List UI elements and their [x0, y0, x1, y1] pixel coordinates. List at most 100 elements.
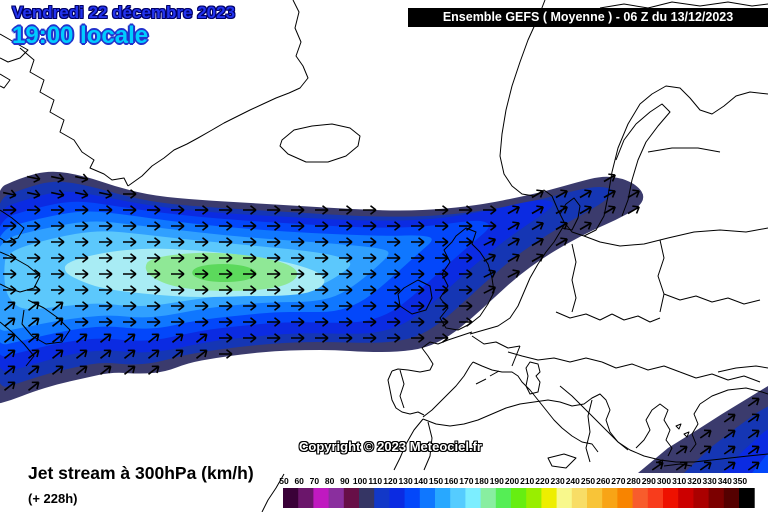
wind-arrow	[3, 221, 17, 231]
wind-arrow	[411, 301, 425, 311]
wind-arrow	[3, 301, 16, 311]
wind-arrow	[3, 253, 17, 263]
coastline-baffin-2	[0, 73, 11, 89]
wind-arrow	[291, 301, 305, 311]
wind-arrow	[435, 253, 449, 263]
wind-arrow	[531, 221, 544, 231]
wind-arrow	[267, 317, 281, 327]
wind-arrow	[435, 317, 449, 327]
wind-arrow	[507, 253, 520, 263]
wind-arrow	[363, 333, 377, 343]
wind-arrow	[483, 221, 497, 231]
wind-arrow	[435, 221, 449, 231]
coastline-crete	[663, 463, 693, 467]
wind-arrow	[459, 317, 473, 327]
wind-arrow	[747, 397, 760, 407]
wind-arrow	[363, 269, 377, 279]
coastline-border-2	[507, 351, 603, 363]
wind-arrow	[507, 221, 520, 231]
wind-arrow	[26, 189, 41, 199]
wind-arrow	[339, 205, 353, 215]
legend-label-240: 240	[566, 476, 580, 486]
wind-arrow	[363, 301, 377, 311]
legend-swatch-90	[343, 488, 360, 508]
wind-arrow	[147, 285, 161, 295]
wind-arrow	[291, 333, 305, 343]
wind-arrow	[51, 365, 64, 375]
wind-arrow	[3, 333, 16, 343]
wind-arrow	[147, 253, 161, 263]
wind-arrow	[51, 221, 65, 231]
coastline-algeria-tunisia-border	[585, 399, 593, 463]
wind-arrow	[50, 189, 65, 199]
wind-arrow	[51, 269, 65, 279]
legend-swatch-230	[556, 488, 573, 508]
wind-arrow	[699, 429, 712, 439]
wind-arrow	[51, 205, 65, 215]
wind-arrow	[603, 205, 616, 215]
wind-arrow	[195, 269, 209, 279]
wind-arrow	[411, 221, 425, 231]
legend-label-350: 350	[733, 476, 747, 486]
wind-arrow	[147, 333, 160, 343]
legend-swatch-70	[313, 488, 330, 508]
legend-swatch-150	[435, 488, 451, 508]
wind-arrow	[99, 317, 113, 327]
wind-arrow	[579, 189, 592, 199]
wind-arrow	[531, 253, 544, 263]
wind-arrow	[315, 333, 329, 343]
wind-arrow	[171, 205, 185, 215]
wind-arrow	[195, 253, 209, 263]
wind-arrow	[75, 333, 88, 343]
wind-arrow	[267, 221, 281, 231]
legend-swatch-260	[602, 488, 618, 508]
wind-arrow	[75, 253, 89, 263]
wind-arrow	[75, 365, 88, 375]
coastline-border-1	[471, 335, 521, 349]
legend-swatch-130	[404, 488, 421, 508]
wind-arrow	[627, 189, 640, 199]
wind-arrow	[75, 205, 89, 215]
wind-arrow	[171, 237, 185, 247]
wind-arrow	[699, 445, 712, 455]
wind-arrow	[51, 285, 65, 295]
wind-arrow	[27, 365, 40, 375]
wind-arrow	[723, 461, 736, 471]
wind-arrow	[291, 269, 305, 279]
wind-arrow	[315, 221, 329, 231]
legend-label-210: 210	[520, 476, 534, 486]
coastline-blacksea-south	[699, 387, 768, 405]
legend-swatch-60	[298, 488, 314, 508]
wind-arrow	[411, 333, 425, 343]
legend-label-100: 100	[353, 476, 367, 486]
legend-label-290: 290	[642, 476, 656, 486]
wind-arrow	[483, 253, 497, 262]
wind-arrow	[3, 349, 16, 359]
wind-arrow	[339, 253, 353, 263]
wind-arrow	[123, 285, 137, 295]
wind-arrow	[147, 205, 161, 215]
wind-arrow	[387, 253, 401, 263]
wind-arrow	[51, 317, 64, 327]
wind-arrow	[435, 285, 449, 295]
wind-arrow	[363, 285, 377, 295]
coastline-morocco-sw	[261, 473, 285, 512]
wind-arrow	[219, 205, 233, 215]
wind-arrow	[507, 237, 520, 247]
wind-arrow	[363, 253, 377, 263]
legend-swatch-110	[374, 488, 390, 508]
legend-label-170: 170	[459, 476, 473, 486]
legend-label-60: 60	[294, 476, 304, 486]
wind-arrow	[267, 205, 281, 215]
wind-arrow	[459, 269, 473, 279]
wind-arrow	[99, 301, 113, 311]
jet-stream-bands	[0, 171, 644, 404]
wind-arrow	[219, 301, 233, 311]
coastline-iberia-west	[387, 370, 425, 416]
legend-label-230: 230	[551, 476, 565, 486]
legend-label-50: 50	[279, 476, 289, 486]
wind-arrow	[411, 317, 425, 327]
legend-label-120: 120	[383, 476, 397, 486]
wind-arrow	[147, 301, 161, 311]
